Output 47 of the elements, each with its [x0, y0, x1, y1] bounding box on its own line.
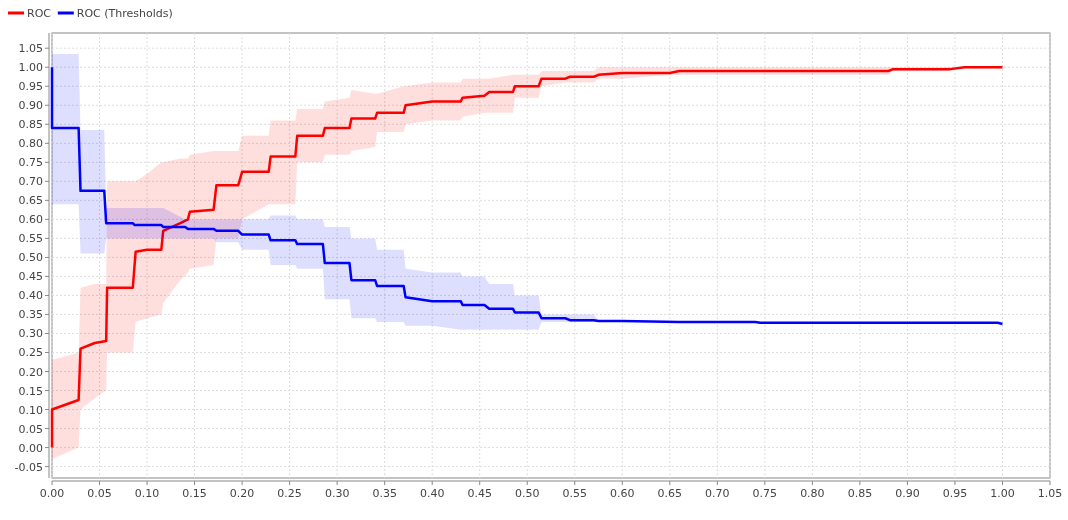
x-tick-label: 0.55 — [562, 487, 588, 500]
x-tick-label: 0.80 — [800, 487, 825, 500]
x-tick-label: 0.65 — [657, 487, 683, 500]
x-tick-label: 0.30 — [324, 487, 350, 500]
x-tick-label: 0.35 — [372, 487, 397, 500]
x-tick-label: 1.00 — [990, 487, 1015, 500]
y-tick-label: 0.35 — [18, 308, 43, 322]
y-tick-label: 0.15 — [18, 384, 43, 398]
y-tick-label: 0.05 — [18, 422, 43, 436]
y-tick-label: 0.85 — [18, 118, 43, 132]
x-tick-label: 0.40 — [419, 487, 445, 500]
y-tick-label: -0.05 — [14, 460, 43, 474]
y-tick-label: 1.05 — [18, 42, 43, 56]
x-tick-label: 0.25 — [277, 487, 302, 500]
y-tick-label: 0.70 — [18, 175, 43, 189]
y-tick-label: 0.90 — [18, 99, 43, 113]
y-tick-label: 1.00 — [18, 61, 43, 75]
y-tick-label: 0.45 — [18, 270, 43, 284]
x-tick-label: 0.10 — [134, 487, 160, 500]
x-tick-label: 0.45 — [467, 487, 492, 500]
y-tick-label: 0.60 — [18, 213, 43, 227]
x-tick-label: 0.50 — [514, 487, 540, 500]
x-tick-label: 0.70 — [705, 487, 730, 500]
y-tick-label: 0.65 — [18, 194, 43, 208]
y-tick-label: 0.10 — [18, 403, 43, 417]
y-tick-label: 0.55 — [18, 232, 43, 246]
y-tick-label: 0.40 — [18, 289, 43, 303]
y-tick-label: 0.00 — [18, 441, 43, 455]
x-tick-label: 0.95 — [942, 487, 968, 500]
x-tick-label: 1.05 — [1037, 487, 1063, 500]
x-tick-label: 0.85 — [847, 487, 873, 500]
x-tick-label: 0.75 — [752, 487, 778, 500]
x-tick-label: 0.15 — [182, 487, 207, 500]
x-tick-label: 0.90 — [895, 487, 920, 500]
x-tick-label: 0.20 — [229, 487, 255, 500]
y-tick-label: 0.50 — [18, 251, 43, 265]
x-tick-label: 0.05 — [87, 487, 112, 500]
y-tick-label: 0.95 — [18, 80, 43, 94]
x-tick-label: 0.60 — [610, 487, 635, 500]
y-tick-label: 0.75 — [18, 156, 43, 170]
y-tick-label: 0.25 — [18, 346, 43, 360]
x-tick-label: 0.00 — [39, 487, 65, 500]
legend-label: ROC — [27, 7, 52, 20]
legend-label: ROC (Thresholds) — [76, 7, 173, 20]
y-tick-label: 0.20 — [18, 365, 43, 379]
y-tick-label: 0.30 — [18, 327, 43, 341]
y-tick-label: 0.80 — [18, 137, 43, 151]
